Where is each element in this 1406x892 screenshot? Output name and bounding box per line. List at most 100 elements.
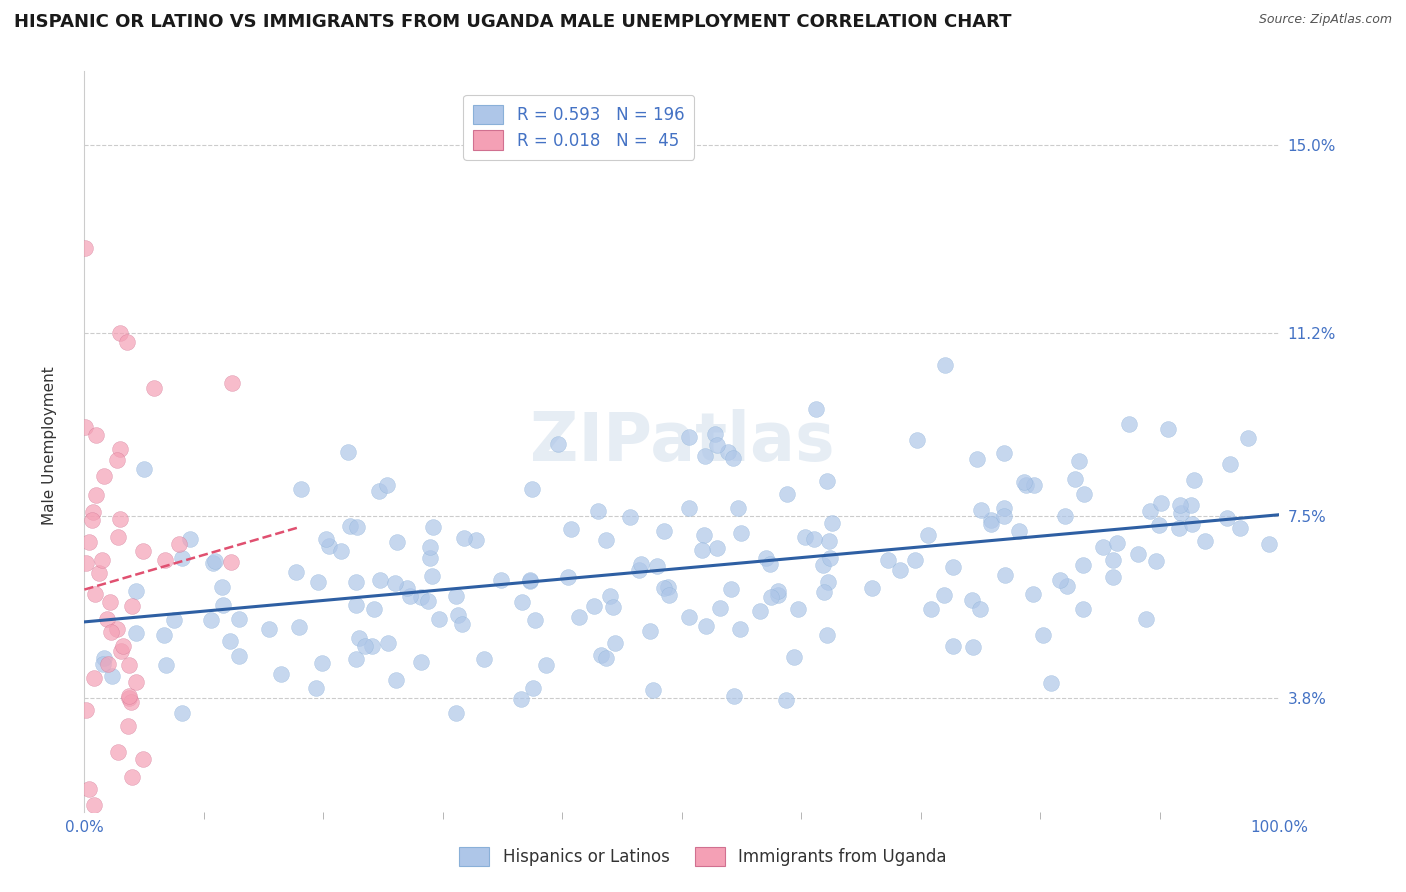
- Point: [118, 689, 141, 703]
- Point: [510, 692, 533, 706]
- Point: [77, 535, 100, 549]
- Point: [108, 512, 131, 526]
- Point: [917, 528, 939, 542]
- Point: [589, 648, 612, 662]
- Point: [652, 581, 675, 595]
- Point: [1063, 472, 1085, 486]
- Point: [595, 651, 617, 665]
- Point: [657, 580, 679, 594]
- Point: [547, 436, 569, 450]
- Point: [709, 601, 731, 615]
- Point: [315, 532, 337, 546]
- Point: [1258, 537, 1281, 551]
- Point: [721, 451, 744, 466]
- Point: [105, 453, 128, 467]
- Point: [1049, 573, 1071, 587]
- Point: [522, 482, 544, 496]
- Point: [112, 640, 135, 654]
- Point: [1071, 558, 1094, 572]
- Point: [344, 598, 367, 612]
- Point: [100, 668, 122, 682]
- Point: [451, 617, 474, 632]
- Legend: R = 0.593   N = 196, R = 0.018   N =  45: R = 0.593 N = 196, R = 0.018 N = 45: [463, 95, 695, 160]
- Point: [79, 781, 101, 796]
- Point: [118, 690, 141, 705]
- Point: [876, 552, 898, 566]
- Point: [619, 510, 641, 524]
- Point: [749, 604, 772, 618]
- Point: [776, 487, 799, 501]
- Point: [969, 602, 991, 616]
- Point: [602, 600, 624, 615]
- Point: [100, 625, 122, 640]
- Point: [155, 657, 177, 672]
- Point: [1021, 586, 1043, 600]
- Point: [1071, 601, 1094, 615]
- Point: [98, 595, 121, 609]
- Point: [1118, 417, 1140, 432]
- Point: [93, 469, 115, 483]
- Point: [228, 648, 250, 663]
- Point: [121, 599, 143, 613]
- Point: [1069, 453, 1091, 467]
- Point: [118, 658, 141, 673]
- Point: [693, 449, 716, 463]
- Point: [179, 533, 201, 547]
- Point: [603, 635, 626, 649]
- Point: [75, 703, 97, 717]
- Point: [1237, 431, 1260, 445]
- Point: [221, 376, 243, 391]
- Point: [727, 501, 749, 516]
- Point: [337, 444, 360, 458]
- Text: Source: ZipAtlas.com: Source: ZipAtlas.com: [1258, 13, 1392, 27]
- Point: [1147, 517, 1170, 532]
- Point: [398, 589, 420, 603]
- Point: [652, 524, 675, 539]
- Point: [107, 745, 129, 759]
- Point: [766, 584, 789, 599]
- Point: [704, 426, 727, 441]
- Point: [125, 675, 148, 690]
- Point: [419, 541, 441, 555]
- Point: [1073, 487, 1095, 501]
- Point: [93, 650, 115, 665]
- Point: [132, 544, 155, 558]
- Point: [794, 530, 817, 544]
- Point: [1157, 422, 1180, 436]
- Point: [1032, 628, 1054, 642]
- Point: [472, 652, 495, 666]
- Point: [818, 551, 841, 566]
- Point: [307, 575, 329, 590]
- Point: [75, 556, 97, 570]
- Point: [453, 531, 475, 545]
- Point: [1012, 475, 1035, 490]
- Point: [1181, 517, 1204, 532]
- Point: [427, 611, 450, 625]
- Point: [1135, 612, 1157, 626]
- Point: [942, 560, 965, 574]
- Point: [693, 528, 716, 542]
- Point: [787, 601, 810, 615]
- Point: [200, 613, 222, 627]
- Point: [228, 612, 250, 626]
- Point: [993, 446, 1015, 460]
- Point: [444, 706, 467, 720]
- Point: [464, 533, 486, 547]
- Point: [96, 612, 118, 626]
- Point: [152, 627, 174, 641]
- Point: [942, 639, 965, 653]
- Point: [932, 588, 955, 602]
- Point: [630, 558, 652, 572]
- Point: [212, 598, 235, 612]
- Point: [311, 656, 333, 670]
- Point: [270, 667, 292, 681]
- Point: [706, 438, 728, 452]
- Point: [287, 620, 309, 634]
- Point: [730, 526, 752, 541]
- Point: [804, 402, 827, 417]
- Point: [1101, 570, 1123, 584]
- Point: [219, 556, 242, 570]
- Point: [1216, 510, 1239, 524]
- Point: [167, 537, 190, 551]
- Point: [960, 593, 983, 607]
